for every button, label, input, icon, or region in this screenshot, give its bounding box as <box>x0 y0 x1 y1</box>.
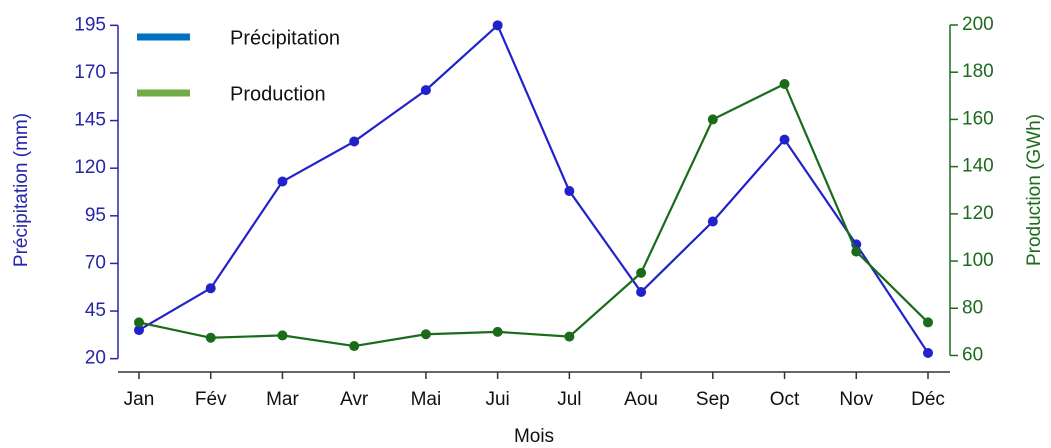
point <box>923 347 933 358</box>
point <box>277 330 288 341</box>
x-axis-label: Mois <box>514 426 554 447</box>
x-tick-label: Jui <box>485 389 509 410</box>
point <box>277 176 288 187</box>
x-tick-label: Mai <box>411 389 442 410</box>
y2-tick-label: 200 <box>962 14 994 35</box>
y2-tick-label: 140 <box>962 156 994 177</box>
y-tick-label: 195 <box>74 14 106 35</box>
point <box>134 317 144 328</box>
x-tick-label: Oct <box>770 389 800 410</box>
x-tick-label: Sep <box>696 389 730 410</box>
point <box>707 216 718 227</box>
point <box>564 331 575 342</box>
legend-label: Production <box>230 83 326 105</box>
x-tick-label: Mar <box>266 389 299 410</box>
point <box>205 332 216 343</box>
point <box>205 283 216 294</box>
point <box>779 79 790 89</box>
point <box>851 246 862 257</box>
point <box>779 134 790 145</box>
series-line <box>138 82 929 348</box>
y2-tick-label: 160 <box>962 108 994 129</box>
point <box>636 267 647 278</box>
y-axis-label: Précipitation (mm) <box>11 113 32 267</box>
x-tick-label: Jul <box>557 389 581 410</box>
point <box>923 317 933 328</box>
y-tick-label: 95 <box>85 205 106 226</box>
x-tick-label: Fév <box>195 389 227 410</box>
x-tick-label: Aou <box>624 389 658 410</box>
y-tick-label: 70 <box>85 252 106 273</box>
legend-label: Précipitation <box>230 27 340 49</box>
point <box>492 326 503 337</box>
point <box>707 114 718 125</box>
series-line <box>138 23 929 354</box>
point <box>349 341 360 352</box>
x-tick-label: Nov <box>839 389 873 410</box>
y2-tick-label: 80 <box>962 297 983 318</box>
point <box>349 136 360 147</box>
point <box>420 85 431 96</box>
point <box>420 329 431 340</box>
y-tick-label: 145 <box>74 110 106 131</box>
point <box>134 325 144 336</box>
x-tick-label: Avr <box>340 389 369 410</box>
y2-tick-label: 120 <box>962 203 994 224</box>
point <box>636 287 647 297</box>
y-tick-label: 170 <box>74 62 106 83</box>
y-tick-label: 20 <box>85 348 106 369</box>
y2-axis-label: Production (GWh) <box>1024 114 1045 266</box>
y2-tick-label: 60 <box>962 344 983 365</box>
y-tick-label: 45 <box>85 300 106 321</box>
point <box>564 186 575 197</box>
x-tick-label: Jan <box>124 389 155 410</box>
y2-tick-label: 180 <box>962 61 994 82</box>
y-tick-label: 120 <box>74 157 106 178</box>
point <box>492 20 503 31</box>
x-tick-label: Déc <box>911 389 945 410</box>
y2-tick-label: 100 <box>962 250 994 271</box>
